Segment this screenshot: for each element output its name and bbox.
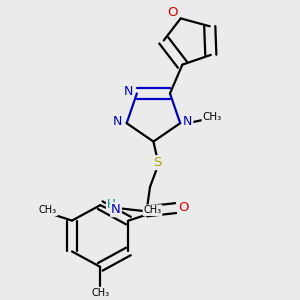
Text: N: N (183, 115, 192, 128)
Text: N: N (124, 85, 133, 98)
Text: O: O (178, 201, 188, 214)
Text: CH₃: CH₃ (143, 205, 162, 215)
Text: CH₃: CH₃ (39, 205, 57, 215)
Text: N: N (111, 203, 121, 216)
Text: S: S (153, 156, 162, 169)
Text: CH₃: CH₃ (91, 288, 109, 298)
Text: O: O (167, 6, 177, 19)
Text: N: N (112, 115, 122, 128)
Text: H: H (107, 198, 116, 212)
Text: CH₃: CH₃ (202, 112, 222, 122)
